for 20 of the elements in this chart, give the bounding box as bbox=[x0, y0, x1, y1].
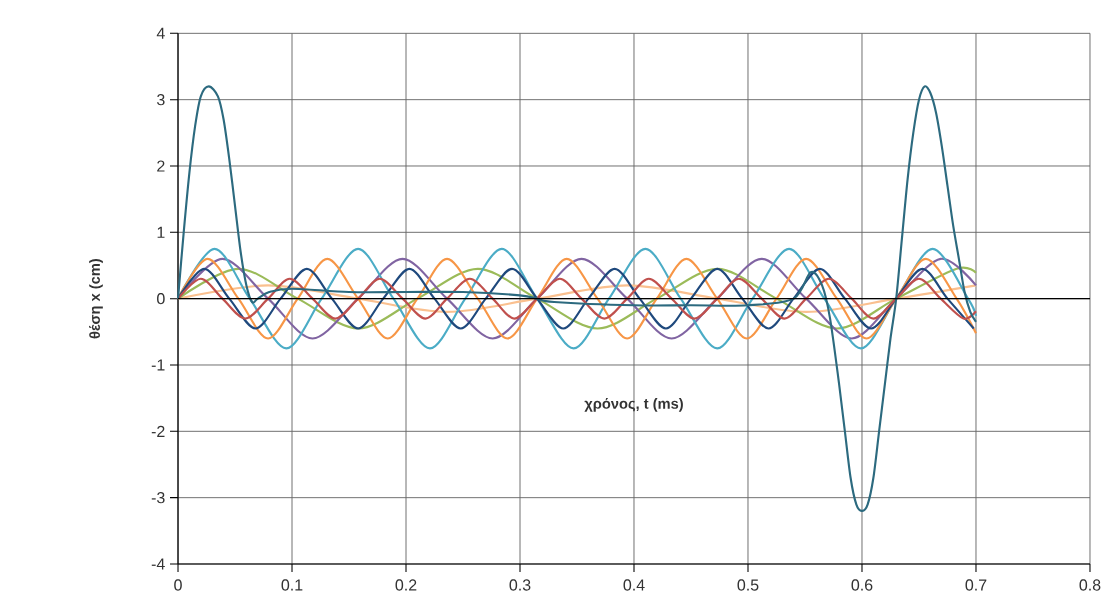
y-tick-label: 1 bbox=[157, 226, 165, 238]
y-axis-title: θέση x (cm) bbox=[89, 258, 103, 339]
x-tick-label: 0.2 bbox=[395, 579, 417, 591]
x-tick-label: 0.8 bbox=[1079, 579, 1101, 591]
x-tick-label: 0.4 bbox=[623, 579, 645, 591]
x-tick-label: 0.7 bbox=[965, 579, 987, 591]
y-tick-label: 4 bbox=[156, 27, 165, 39]
y-tick-label: 0 bbox=[157, 293, 165, 305]
x-tick-label: 0.1 bbox=[281, 579, 303, 591]
y-tick-label: 2 bbox=[157, 160, 165, 172]
x-axis-title: χρόνος, t (ms) bbox=[584, 397, 683, 412]
y-tick-label: -4 bbox=[151, 558, 165, 570]
x-tick-label: 0 bbox=[174, 579, 182, 591]
y-tick-label: -1 bbox=[151, 359, 165, 371]
y-tick-label: -2 bbox=[151, 425, 165, 437]
y-tick-label: -3 bbox=[151, 492, 165, 504]
y-tick-label: 3 bbox=[157, 94, 165, 106]
x-tick-label: 0.3 bbox=[509, 579, 531, 591]
x-tick-label: 0.5 bbox=[737, 579, 759, 591]
x-tick-label: 0.6 bbox=[851, 579, 873, 591]
